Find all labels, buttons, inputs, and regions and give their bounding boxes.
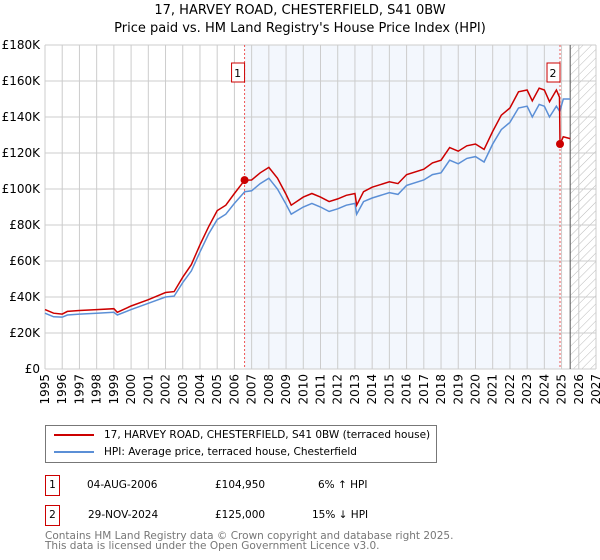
- transaction-date: 29-NOV-2024: [88, 509, 159, 521]
- sale-point: [556, 140, 565, 148]
- y-tick-label: £160K: [2, 74, 42, 88]
- x-tick-label: 2003: [176, 374, 190, 405]
- chart-title: 17, HARVEY ROAD, CHESTERFIELD, S41 0BW: [154, 3, 446, 18]
- marker-badge: [546, 62, 561, 83]
- x-tick-label: 2016: [400, 374, 414, 405]
- x-tick-label: 2015: [382, 374, 396, 405]
- legend-property: 17, HARVEY ROAD, CHESTERFIELD, S41 0BW (…: [104, 429, 431, 441]
- marker-label: 2: [550, 67, 557, 80]
- x-tick-label: 2014: [365, 374, 379, 405]
- x-tick-label: 2020: [468, 374, 482, 405]
- transaction-price: £125,000: [215, 509, 266, 521]
- x-tick-label: 2013: [348, 374, 362, 405]
- transaction-hpi: 15% ↓ HPI: [312, 509, 369, 521]
- property-line: [44, 87, 571, 315]
- transaction-price: £104,950: [215, 479, 266, 491]
- y-tick-label: £20K: [9, 326, 41, 340]
- y-tick-label: £0: [25, 362, 40, 376]
- legend: 17, HARVEY ROAD, CHESTERFIELD, S41 0BW (…: [45, 425, 437, 463]
- x-tick-label: 2019: [451, 374, 465, 405]
- x-tick-label: 2011: [314, 374, 328, 405]
- x-tick-label: 1995: [38, 374, 52, 405]
- forecast-hatch: [570, 45, 596, 369]
- x-tick-label: 2010: [296, 374, 310, 405]
- x-tick-label: 2024: [537, 374, 551, 405]
- marker-badge: [231, 62, 246, 83]
- x-tick-label: 2022: [503, 374, 517, 405]
- x-tick-label: 2018: [434, 374, 448, 405]
- x-tick-label: 1998: [90, 374, 104, 405]
- x-tick-label: 1999: [107, 374, 121, 405]
- marker-label: 1: [234, 67, 241, 80]
- plot-area: 1995 1996 1997 1998 1999 2000 2001 2002 2003 2004…: [2, 38, 600, 405]
- x-tick-label: 2012: [331, 374, 345, 405]
- x-tick-label: 2007: [245, 374, 259, 405]
- footer-line1: Contains HM Land Registry data © Crown c…: [45, 530, 454, 542]
- x-tick-label: 2005: [210, 374, 224, 405]
- legend-swatch-hpi: [54, 451, 94, 453]
- x-tick-label: 2023: [520, 374, 534, 405]
- shaded-period: [244, 45, 561, 369]
- x-tick-label: 2009: [279, 374, 293, 405]
- legend-swatch-property: [54, 434, 94, 436]
- x-tick-label: 2000: [124, 374, 138, 405]
- transaction-hpi: 6% ↑ HPI: [318, 479, 368, 491]
- x-tick-label: 2001: [141, 374, 155, 405]
- footer: Contains HM Land Registry data © Crown c…: [45, 530, 454, 552]
- y-tick-label: £100K: [2, 182, 42, 196]
- x-tick-label: 2025: [555, 374, 569, 405]
- transaction-number: 1: [45, 475, 60, 496]
- x-tick-label: 2002: [159, 374, 173, 405]
- x-tick-label: 1996: [55, 374, 69, 405]
- x-tick-label: 2008: [262, 374, 276, 405]
- x-tick-label: 2021: [486, 374, 500, 405]
- x-tick-label: 2004: [193, 374, 207, 405]
- x-tick-label: 2006: [227, 374, 241, 405]
- y-tick-label: £120K: [2, 146, 42, 160]
- footer-line2: This data is licensed under the Open Gov…: [45, 540, 380, 552]
- y-tick-label: £180K: [2, 38, 42, 52]
- y-tick-label: £60K: [9, 254, 41, 268]
- legend-hpi: HPI: Average price, terraced house, Ches…: [104, 446, 357, 458]
- y-tick-label: £140K: [2, 110, 42, 124]
- chart-subtitle: Price paid vs. HM Land Registry's House …: [114, 21, 486, 36]
- x-tick-label: 2027: [589, 374, 600, 405]
- y-tick-label: £40K: [9, 290, 41, 304]
- y-tick-label: £80K: [9, 218, 41, 232]
- transaction-number: 2: [45, 505, 60, 526]
- transaction-date: 04-AUG-2006: [87, 479, 158, 491]
- x-tick-label: 2026: [572, 374, 586, 405]
- sale-point: [240, 176, 249, 185]
- hpi-line: [44, 98, 571, 318]
- x-tick-label: 2017: [417, 374, 431, 405]
- x-tick-label: 1997: [72, 374, 86, 405]
